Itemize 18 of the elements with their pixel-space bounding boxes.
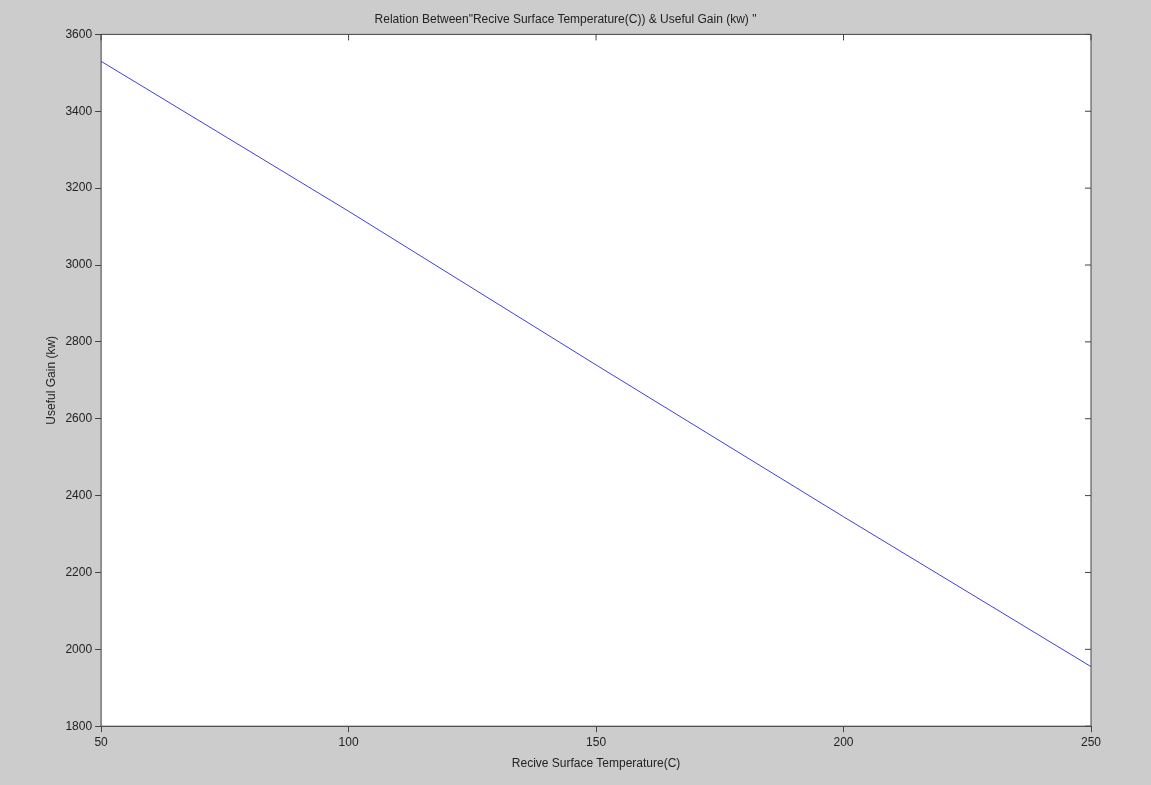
- x-axis-title: Recive Surface Temperature(C): [511, 756, 681, 771]
- x-tick-label: 100: [338, 734, 359, 749]
- y-tick-label: 3200: [65, 180, 93, 195]
- y-tick-label: 2400: [65, 487, 93, 502]
- y-tick-label: 2000: [65, 641, 93, 656]
- y-tick-label: 2600: [65, 411, 93, 426]
- y-tick-label: 1800: [65, 718, 93, 733]
- y-tick-label: 3400: [65, 103, 93, 118]
- chart-title: Relation Between"Recive Surface Temperature(C)) & Useful Gain (kw) ": [374, 11, 757, 26]
- x-tick-label: 50: [94, 734, 109, 749]
- y-tick-label: 3000: [65, 257, 93, 272]
- y-tick-label: 3600: [65, 26, 93, 41]
- y-tick-label: 2200: [65, 564, 93, 579]
- y-tick-label: 2800: [65, 334, 93, 349]
- x-tick-label: 150: [586, 734, 607, 749]
- x-tick-label: 200: [833, 734, 854, 749]
- y-axis-title: Useful Gain (kw): [43, 335, 58, 425]
- x-tick-label: 250: [1080, 734, 1102, 749]
